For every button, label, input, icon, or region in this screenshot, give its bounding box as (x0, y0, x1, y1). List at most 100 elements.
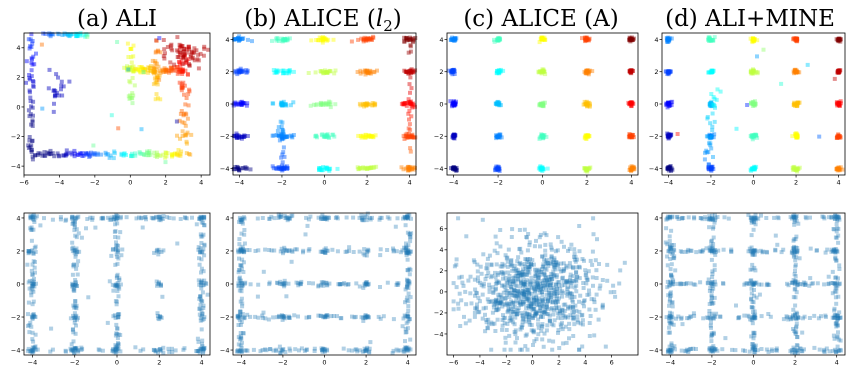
x-tick-label: 0 (115, 359, 119, 365)
scatter-point (115, 216, 120, 221)
scatter-point (568, 313, 573, 318)
scatter-point (519, 272, 524, 277)
scatter-point (666, 69, 670, 74)
scatter-point (361, 37, 366, 42)
scatter-point (665, 167, 670, 172)
scatter-point (474, 306, 479, 311)
scatter-point (278, 102, 283, 107)
scatter-point (500, 283, 505, 288)
scatter-point (113, 346, 118, 351)
scatter-point (796, 166, 801, 171)
scatter-point (286, 249, 291, 254)
scatter-point (709, 293, 714, 298)
scatter-point (750, 133, 755, 138)
scatter-point (361, 215, 366, 220)
scatter-point (451, 100, 456, 105)
scatter-point (540, 322, 545, 327)
scatter-point (406, 97, 411, 102)
scatter-point (629, 135, 634, 140)
scatter-point (837, 102, 842, 107)
scatter-point (792, 347, 797, 352)
scatter-point (170, 153, 175, 158)
scatter-point (837, 167, 842, 172)
scatter-point (709, 134, 714, 139)
scatter-point (199, 327, 204, 332)
scatter-point (506, 303, 511, 308)
scatter-point (355, 349, 360, 354)
scatter-point (409, 102, 413, 107)
scatter-point (817, 134, 822, 139)
scatter-point (773, 233, 778, 238)
scatter-point (671, 279, 676, 284)
scatter-point (287, 36, 292, 41)
scatter-point (140, 67, 145, 72)
scatter-point (71, 303, 76, 308)
scatter-point (543, 253, 548, 258)
scatter-point (793, 269, 797, 273)
scatter-point (497, 100, 501, 105)
scatter-point (97, 348, 102, 353)
scatter-point (714, 249, 718, 254)
scatter-point (556, 330, 560, 335)
scatter-point (190, 56, 195, 61)
scatter-point (367, 70, 372, 75)
scatter-point (561, 279, 566, 284)
scatter-point (551, 260, 555, 265)
scatter-point (406, 50, 411, 55)
scatter-point (66, 32, 71, 37)
scatter-point (33, 270, 37, 275)
scatter-point (474, 290, 479, 295)
scatter-point (522, 227, 527, 232)
scatter-point (507, 295, 512, 299)
scatter-point (793, 215, 798, 220)
scatter-point (733, 348, 738, 353)
scatter-point (125, 66, 129, 71)
scatter-point (742, 313, 747, 318)
scatter-point (201, 306, 206, 310)
scatter-point (316, 284, 321, 289)
scatter-point (65, 151, 70, 156)
scatter-point (111, 247, 115, 251)
scatter-point (258, 349, 263, 354)
scatter-point (27, 114, 32, 119)
scatter-point (359, 315, 364, 320)
scatter-point (500, 327, 505, 332)
scatter-point (115, 272, 120, 277)
scatter-point (836, 134, 841, 139)
scatter-point (837, 102, 841, 107)
scatter-point (293, 347, 298, 352)
scatter-point (835, 280, 840, 285)
scatter-point (557, 280, 561, 285)
scatter-point (235, 348, 240, 353)
y-tick-label: 2 (16, 247, 20, 255)
x-tick-label: 4 (837, 179, 841, 187)
scatter-point (541, 135, 545, 140)
scatter-point (575, 274, 580, 279)
scatter-point (711, 95, 716, 99)
scatter-point (667, 310, 672, 315)
scatter-point (50, 151, 55, 156)
scatter-point (184, 216, 189, 221)
scatter-point (729, 247, 734, 252)
scatter-point (364, 103, 369, 108)
scatter-point (143, 215, 148, 219)
scatter-point (476, 279, 481, 284)
scatter-point (665, 38, 670, 43)
scatter-point (490, 285, 495, 290)
scatter-point (280, 131, 285, 136)
scatter-point (395, 282, 400, 287)
scatter-point (545, 280, 550, 285)
scatter-point (793, 168, 798, 172)
scatter-point (371, 35, 376, 40)
scatter-point (30, 41, 35, 46)
scatter-point (391, 248, 396, 253)
scatter-point (276, 165, 281, 170)
scatter-point (279, 281, 284, 286)
scatter-point (186, 92, 191, 97)
scatter-point (629, 69, 634, 74)
scatter-point (404, 330, 409, 334)
scatter-point (751, 251, 756, 256)
scatter-point (496, 69, 501, 74)
scatter-point (408, 70, 413, 75)
scatter-point (71, 327, 75, 332)
